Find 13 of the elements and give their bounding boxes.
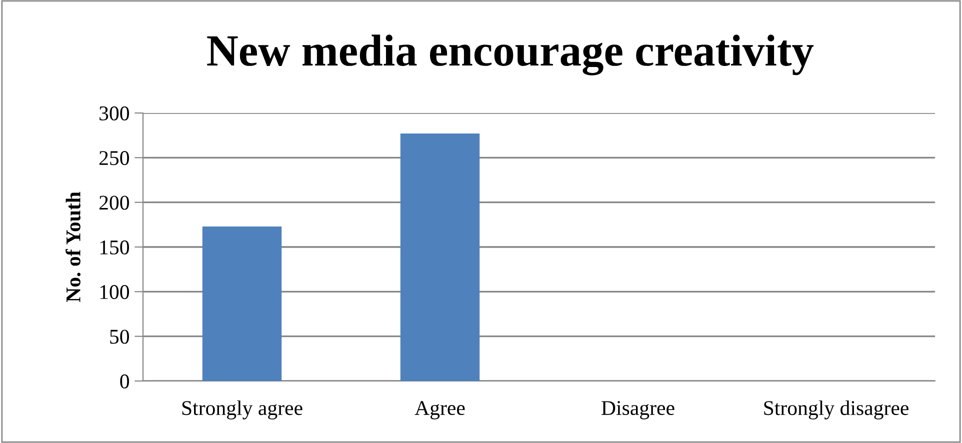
- y-tick-label: 0: [120, 374, 130, 388]
- y-tick-label: 50: [110, 330, 130, 344]
- x-tick-label: Strongly agree: [182, 400, 302, 420]
- x-tick-label: Agree: [414, 401, 465, 420]
- y-tick-label: 100: [100, 285, 130, 300]
- y-tick-label: 300: [100, 106, 130, 120]
- x-tick-label: Disagree: [602, 401, 674, 420]
- y-tick-label: 250: [99, 151, 130, 166]
- y-tick-label: 150: [100, 240, 130, 254]
- chart-title: New media encourage creativity: [207, 34, 814, 76]
- y-tick-label: 200: [99, 196, 130, 210]
- y-axis-title: No. of Youth: [66, 192, 81, 302]
- x-tick-label: Strongly disagree: [764, 400, 908, 420]
